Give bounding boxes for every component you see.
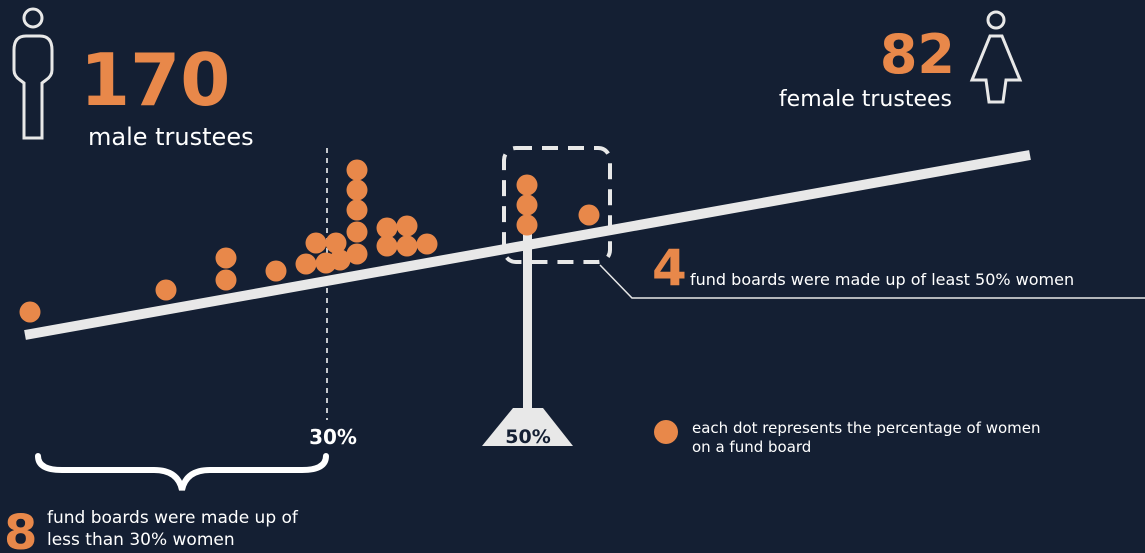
dot [516,194,538,216]
dot [516,174,538,196]
dot [265,260,287,282]
dot [416,233,438,255]
dot [396,215,418,237]
dot [376,235,398,257]
callout-low-text: fund boards were made up of [47,508,299,528]
dots [19,159,600,323]
dot [346,221,368,243]
dot [325,232,347,254]
dot [376,217,398,239]
dot [396,235,418,257]
stand-post [523,225,532,410]
dot [155,279,177,301]
mark-50: 50% [505,426,550,448]
dot [346,199,368,221]
legend-dot [654,420,678,444]
legend-text: each dot represents the percentage of wo… [692,419,1041,437]
male-label: male trustees [88,123,254,151]
stand-base [482,408,573,446]
dot [346,243,368,265]
female-icon [969,10,1023,104]
dot [578,204,600,226]
dot [346,159,368,181]
brace [35,453,329,491]
callout-high-text: fund boards were made up of least 50% wo… [690,270,1074,289]
dot [215,269,237,291]
male-count: 170 [80,38,230,122]
dot [19,301,41,323]
dot [305,232,327,254]
legend-text: on a fund board [692,438,811,456]
dot [215,247,237,269]
callout-low-text: less than 30% women [47,530,235,550]
dot [329,249,351,271]
beam [24,150,1031,340]
callout-low-number: 8 [4,505,37,553]
dot [346,179,368,201]
female-count: 82 [880,23,955,86]
highlight-box [502,146,612,264]
dot [295,253,317,275]
male-icon [12,7,54,140]
mark-30: 30% [309,425,357,449]
female-label: female trustees [779,87,952,112]
callout-line [599,264,1145,299]
dot [516,214,538,236]
callout-high-number: 4 [652,239,687,297]
